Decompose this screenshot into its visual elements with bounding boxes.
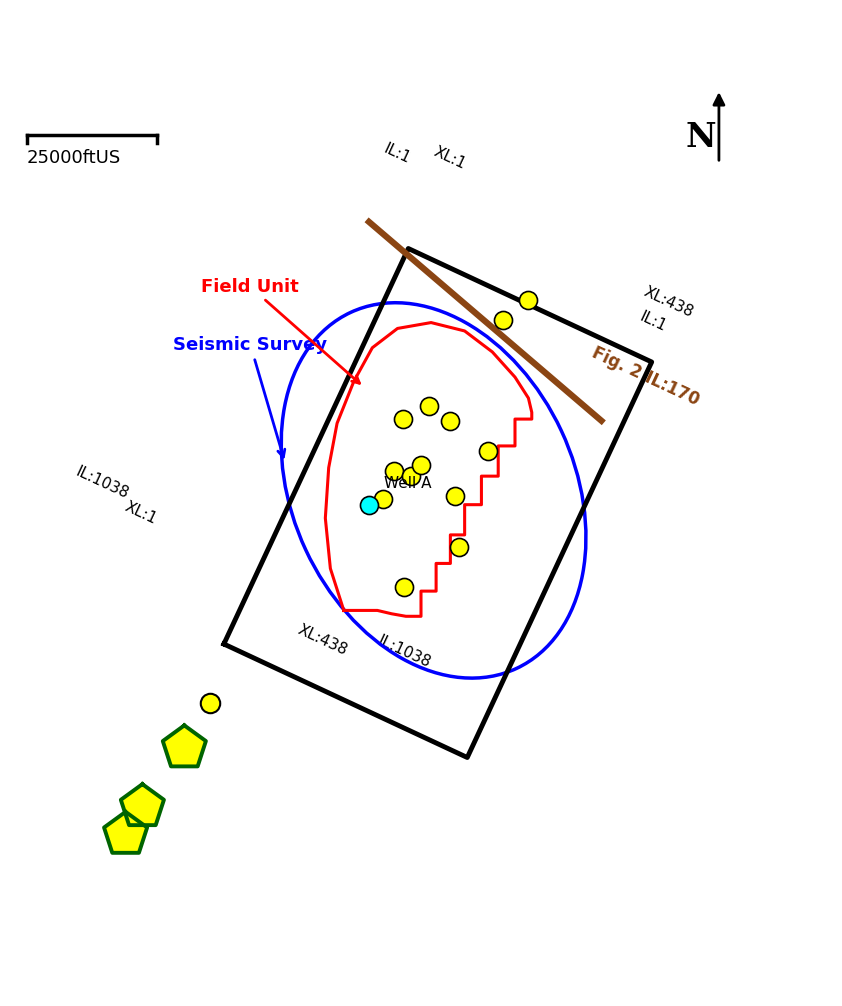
Polygon shape bbox=[121, 784, 164, 825]
Text: XL:438: XL:438 bbox=[296, 622, 349, 658]
Text: IL:1: IL:1 bbox=[637, 309, 669, 334]
Polygon shape bbox=[163, 725, 206, 767]
Text: Fig. 2 IL:170: Fig. 2 IL:170 bbox=[589, 343, 702, 409]
Text: XL:1: XL:1 bbox=[122, 499, 159, 527]
Text: XL:1: XL:1 bbox=[431, 144, 468, 172]
Text: XL:438: XL:438 bbox=[641, 284, 695, 320]
Text: IL:1038: IL:1038 bbox=[74, 464, 131, 502]
Text: 25000ftUS: 25000ftUS bbox=[27, 149, 120, 167]
Text: IL:1038: IL:1038 bbox=[375, 633, 433, 671]
Text: Seismic Survey: Seismic Survey bbox=[173, 336, 328, 457]
Text: IL:1: IL:1 bbox=[381, 141, 413, 166]
Polygon shape bbox=[104, 812, 147, 853]
Text: N: N bbox=[685, 122, 716, 154]
Text: Well A: Well A bbox=[384, 476, 432, 491]
Text: Field Unit: Field Unit bbox=[201, 278, 360, 383]
